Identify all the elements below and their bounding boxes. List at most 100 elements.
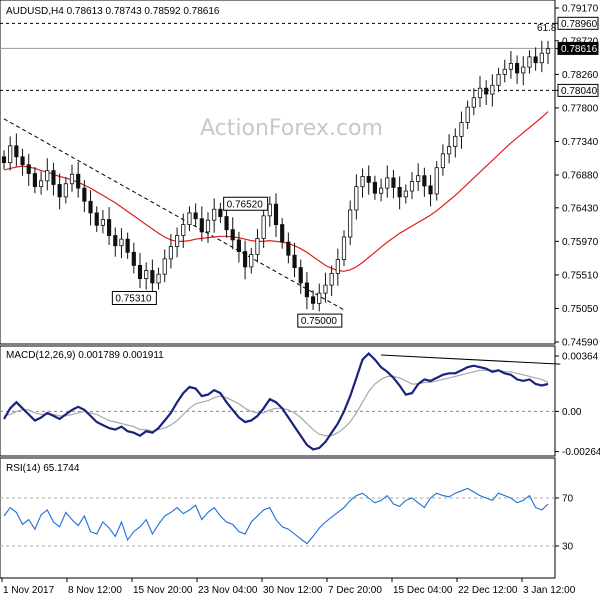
candle [317, 283, 322, 312]
fib-level-label: 61.8 [537, 23, 557, 34]
candle [193, 203, 198, 227]
candle-body [366, 176, 371, 183]
candle-body [212, 208, 217, 221]
candle-body [187, 212, 192, 225]
candle-body [515, 63, 520, 74]
moving-average-line [3, 111, 549, 272]
candle [366, 165, 371, 195]
candle-body [335, 259, 340, 274]
candle-body [205, 219, 211, 233]
candle [471, 88, 476, 116]
time-tick-label: 7 Dec 20:00 [328, 585, 382, 596]
candle [125, 232, 130, 259]
candle [230, 217, 235, 250]
candle [447, 134, 452, 164]
candle-body [422, 175, 427, 187]
candle-body [137, 265, 143, 279]
candle [57, 173, 62, 210]
rsi-panel: RSI(14) 65.1744 70 30 [0, 457, 574, 579]
candle-body [69, 173, 75, 185]
candle-body [484, 87, 489, 95]
level-price-label: 0.78040 [561, 86, 598, 97]
candle-body [341, 236, 347, 260]
candle-body [20, 156, 25, 166]
rsi-header: RSI(14) 65.1744 [6, 463, 80, 474]
candle [51, 162, 56, 196]
candle-body [434, 167, 439, 195]
candle [502, 59, 507, 83]
candle-body [403, 190, 408, 198]
candle [416, 163, 421, 192]
macd-tick-label: -0.002644 [562, 447, 600, 458]
candle-body [107, 219, 112, 236]
price-tick-label: 0.78720 [562, 36, 599, 47]
candle-body [193, 212, 198, 220]
candle [508, 51, 513, 79]
candle-body [409, 181, 415, 192]
rsi-line [3, 487, 549, 545]
candle [94, 206, 99, 232]
candle [14, 133, 19, 167]
candle [8, 136, 13, 171]
candle [533, 47, 538, 71]
candle [465, 100, 470, 130]
candle-body [292, 254, 297, 269]
annotation-box [111, 290, 157, 305]
candle-body [175, 235, 180, 247]
candle-body [348, 209, 353, 238]
candle [113, 227, 118, 257]
candle-body [521, 66, 526, 74]
candle [107, 207, 112, 246]
candle [88, 190, 93, 226]
candle [261, 203, 266, 248]
price-tick-label: 0.76880 [562, 171, 599, 182]
candle-body [181, 224, 186, 236]
candle [329, 265, 334, 297]
price-panel-frame [0, 0, 556, 345]
candle [181, 213, 186, 248]
macd-divergence-line [381, 354, 561, 365]
candle-body [385, 177, 390, 189]
candle-body [218, 208, 223, 217]
macd-tick-label: 0.00364 [562, 351, 599, 362]
macd-panel: MACD(12,26,9) 0.001789 0.001911 0.003640… [0, 345, 600, 458]
candle-body [57, 184, 62, 198]
candle [354, 174, 359, 220]
candle [224, 207, 229, 238]
candle [496, 67, 501, 92]
candle [292, 242, 297, 278]
candle [218, 202, 223, 224]
candle-body [267, 203, 272, 217]
macd-header: MACD(12,26,9) 0.001789 0.001911 [6, 350, 164, 361]
trendline [3, 118, 345, 311]
candle [311, 290, 316, 310]
level-price-label: 0.78960 [561, 19, 598, 30]
candle-body [51, 170, 56, 185]
candle [280, 218, 285, 249]
candle [539, 40, 544, 73]
candle-body [82, 187, 87, 202]
candle [267, 196, 272, 227]
time-tick-label: 3 Jan 12:00 [523, 585, 576, 596]
price-tick-label: 0.75970 [562, 237, 599, 248]
level-price-box [557, 16, 599, 30]
candle-body [125, 238, 130, 253]
candle [150, 259, 155, 296]
time-tick-label: 8 Nov 12:00 [68, 585, 122, 596]
candle-body [144, 270, 149, 279]
candle [397, 176, 402, 210]
candle [341, 230, 347, 267]
price-tick-label: 0.74590 [562, 338, 599, 349]
candle [255, 228, 260, 263]
candle-body [63, 183, 68, 198]
candle [63, 177, 68, 204]
candle-body [539, 52, 544, 64]
candle-body [453, 135, 458, 147]
candle-body [496, 73, 501, 86]
level-price-box [557, 83, 599, 97]
candle [187, 206, 192, 232]
candle [335, 248, 340, 286]
time-tick-label: 15 Nov 20:00 [133, 585, 193, 596]
